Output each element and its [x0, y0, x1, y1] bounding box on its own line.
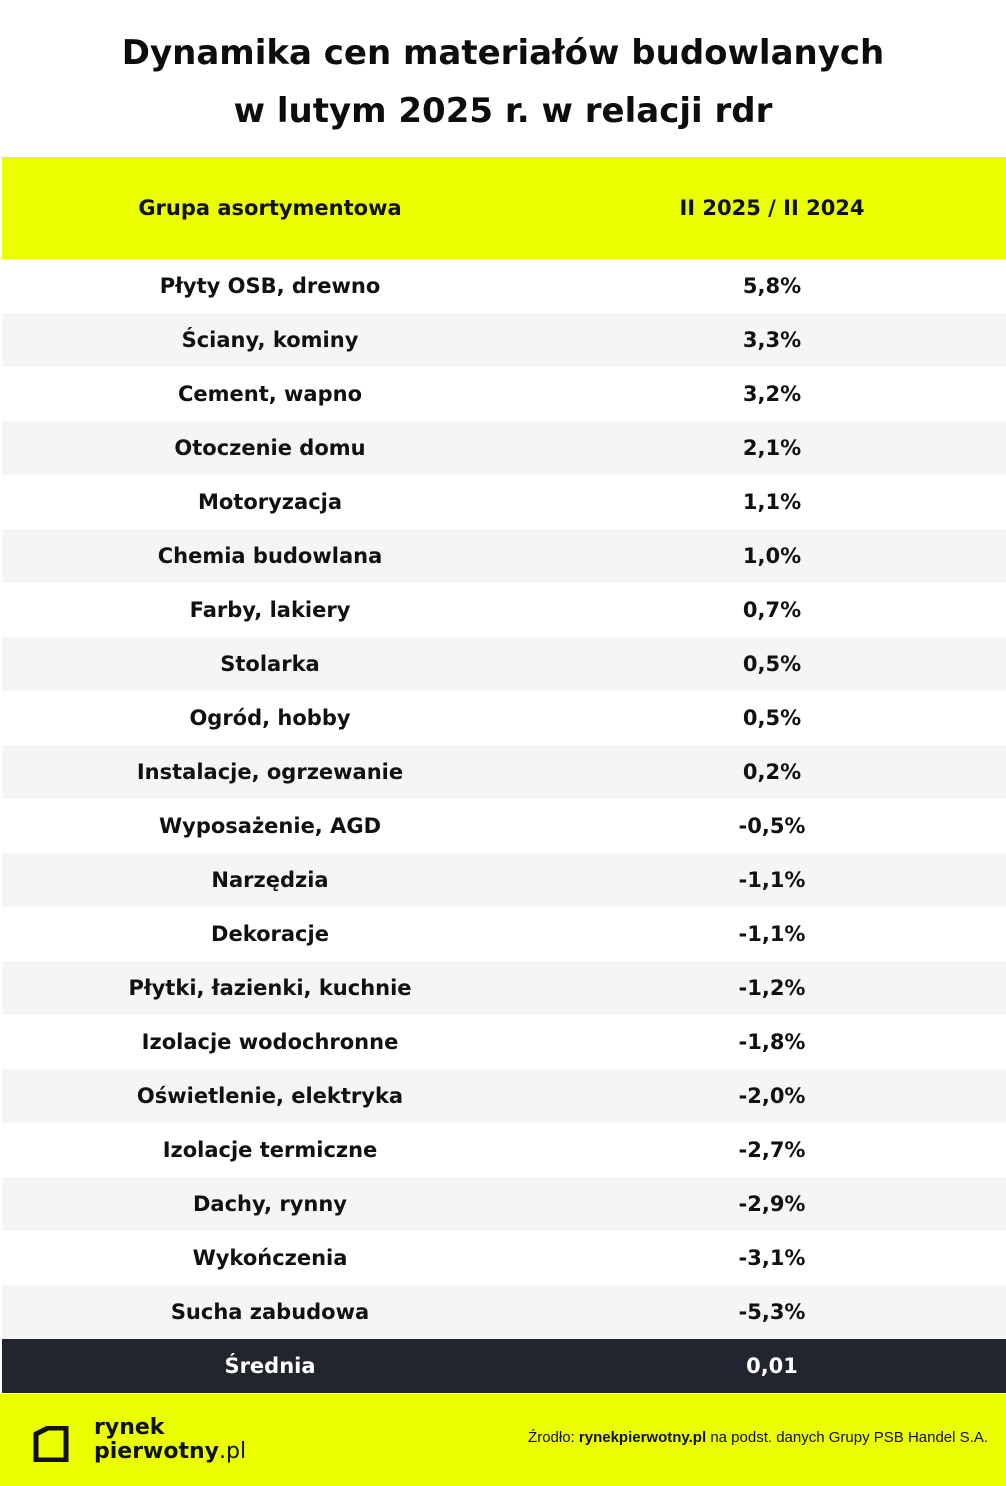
source-note: Źrodło: rynekpierwotny.pl na podst. dany…: [528, 1429, 988, 1446]
row-group-name: Chemia budowlana: [157, 544, 383, 568]
title-line-1: Dynamika cen materiałów budowlanych: [121, 33, 885, 73]
row-group-name: Dekoracje: [211, 922, 329, 946]
row-change-value: 1,0%: [742, 544, 802, 568]
table-header: Grupa asortymentowa II 2025 / II 2024: [2, 157, 1006, 259]
logo-mark-icon: [33, 1426, 69, 1462]
row-group-name: Płyty OSB, drewno: [159, 274, 381, 298]
row-change-value: -0,5%: [738, 814, 806, 838]
table-row: Ogród, hobby 0,5%: [2, 691, 1006, 745]
row-group-name: Ogród, hobby: [189, 706, 351, 730]
row-change-value: -1,1%: [738, 868, 806, 892]
row-change-value: 0,5%: [742, 706, 802, 730]
table-row: Stolarka 0,5%: [2, 637, 1006, 691]
row-group-name: Płytki, łazienki, kuchnie: [128, 976, 412, 1000]
row-change-value: -1,8%: [738, 1030, 806, 1054]
row-change-value: 0,7%: [742, 598, 802, 622]
row-group-name: Narzędzia: [211, 868, 329, 892]
table-row: Motoryzacja 1,1%: [2, 475, 1006, 529]
table-row: Oświetlenie, elektryka -2,0%: [2, 1069, 1006, 1123]
logo-text: rynek pierwotny.pl: [94, 1416, 246, 1464]
row-group-name: Dachy, rynny: [193, 1192, 347, 1216]
row-change-value: 2,1%: [742, 436, 802, 460]
row-change-value: 0,5%: [742, 652, 802, 676]
row-group-name: Sucha zabudowa: [170, 1300, 370, 1324]
price-table: Grupa asortymentowa II 2025 / II 2024 Pł…: [2, 157, 1006, 1393]
brand-logo: rynek pierwotny.pl: [32, 1416, 272, 1466]
column-header-group: Grupa asortymentowa: [138, 196, 402, 220]
row-change-value: 3,2%: [742, 382, 802, 406]
row-group-name: Otoczenie domu: [174, 436, 366, 460]
title-line-2: w lutym 2025 r. w relacji rdr: [233, 91, 773, 131]
table-row: Otoczenie domu 2,1%: [2, 421, 1006, 475]
table-row: Dekoracje -1,1%: [2, 907, 1006, 961]
logo-word-1: rynek: [94, 1415, 165, 1440]
source-link: rynekpierwotny.pl: [578, 1429, 707, 1446]
row-group-name: Stolarka: [220, 652, 320, 676]
table-row: Płytki, łazienki, kuchnie -1,2%: [2, 961, 1006, 1015]
table-row: Chemia budowlana 1,0%: [2, 529, 1006, 583]
row-group-name: Instalacje, ogrzewanie: [136, 760, 404, 784]
row-change-value: -5,3%: [738, 1300, 806, 1324]
row-change-value: 1,1%: [742, 490, 802, 514]
row-group-name: Izolacje termiczne: [162, 1138, 378, 1162]
row-group-name: Wyposażenie, AGD: [158, 814, 382, 838]
row-group-name: Izolacje wodochronne: [141, 1030, 399, 1054]
table-row: Izolacje termiczne -2,7%: [2, 1123, 1006, 1177]
average-label: Średnia: [224, 1354, 316, 1378]
row-group-name: Wykończenia: [192, 1246, 348, 1270]
row-change-value: -2,0%: [738, 1084, 806, 1108]
average-row: Średnia 0,01: [2, 1339, 1006, 1393]
row-group-name: Farby, lakiery: [189, 598, 351, 622]
table-row: Wykończenia -3,1%: [2, 1231, 1006, 1285]
table-row: Izolacje wodochronne -1,8%: [2, 1015, 1006, 1069]
row-group-name: Motoryzacja: [197, 490, 343, 514]
row-group-name: Cement, wapno: [177, 382, 363, 406]
row-change-value: 5,8%: [742, 274, 802, 298]
logo-word-2: pierwotny.pl: [94, 1439, 247, 1464]
row-group-name: Ściany, kominy: [181, 328, 359, 352]
row-change-value: -3,1%: [738, 1246, 806, 1270]
column-header-change: II 2025 / II 2024: [679, 196, 865, 220]
average-value: 0,01: [746, 1354, 798, 1378]
table-row: Cement, wapno 3,2%: [2, 367, 1006, 421]
table-row: Narzędzia -1,1%: [2, 853, 1006, 907]
table-body: Płyty OSB, drewno 5,8% Ściany, kominy 3,3% C…: [2, 259, 1006, 1339]
table-row: Płyty OSB, drewno 5,8%: [2, 259, 1006, 313]
row-change-value: -1,2%: [738, 976, 806, 1000]
table-row: Ściany, kominy 3,3%: [2, 313, 1006, 367]
row-change-value: 0,2%: [742, 760, 802, 784]
row-change-value: -2,9%: [738, 1192, 806, 1216]
table-row: Wyposażenie, AGD -0,5%: [2, 799, 1006, 853]
row-change-value: 3,3%: [742, 328, 802, 352]
row-change-value: -1,1%: [738, 922, 806, 946]
row-change-value: -2,7%: [738, 1138, 806, 1162]
row-group-name: Oświetlenie, elektryka: [136, 1084, 404, 1108]
table-row: Dachy, rynny -2,9%: [2, 1177, 1006, 1231]
table-row: Sucha zabudowa -5,3%: [2, 1285, 1006, 1339]
table-row: Instalacje, ogrzewanie 0,2%: [2, 745, 1006, 799]
table-row: Farby, lakiery 0,7%: [2, 583, 1006, 637]
footer-bar: rynek pierwotny.pl Źrodło: rynekpierwotn…: [0, 1394, 1006, 1486]
page-title: Dynamika cen materiałów budowlanych w lu…: [0, 24, 1006, 140]
